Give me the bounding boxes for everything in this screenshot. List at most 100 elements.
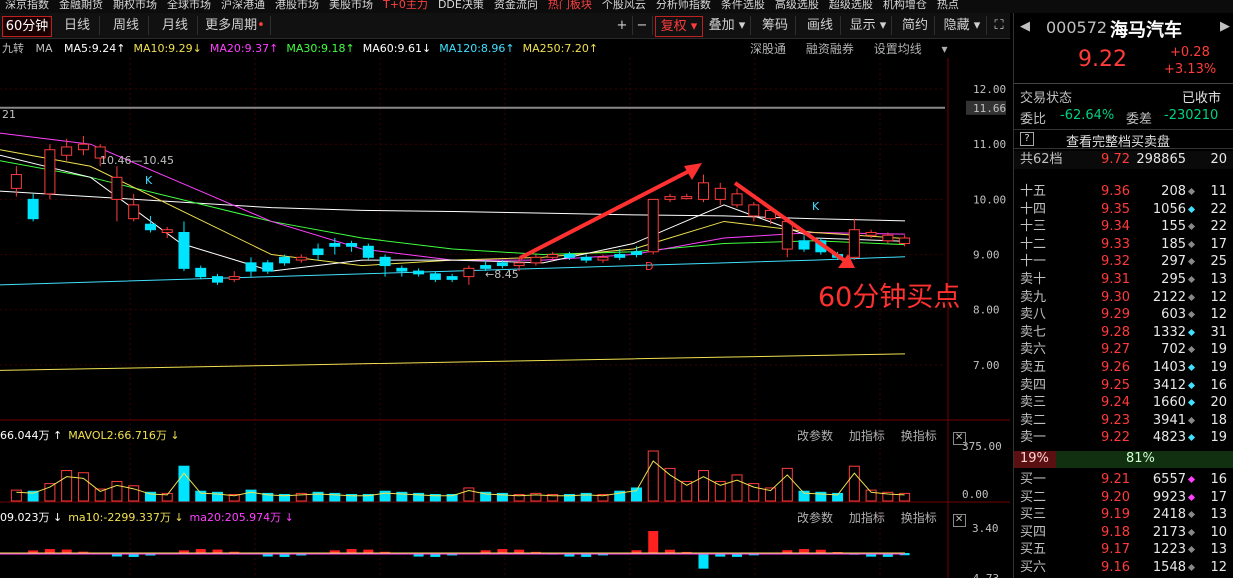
- display-button[interactable]: 显示 ▾: [845, 16, 892, 35]
- sub2-params-button[interactable]: 改参数: [797, 511, 834, 525]
- top-menu-item[interactable]: 条件选股: [720, 0, 765, 11]
- vol-close-icon[interactable]: ✕: [952, 432, 966, 445]
- prev-stock-icon[interactable]: ◀: [1020, 19, 1030, 34]
- zoom-out-button[interactable]: −: [632, 16, 653, 35]
- sell-level-row[interactable]: 卖八 9.29 603 12: [1014, 306, 1233, 324]
- sub2-switch-button[interactable]: 换指标: [900, 511, 937, 525]
- sell-level-row[interactable]: 卖七 9.28 1332 31: [1014, 324, 1233, 342]
- buy-level-row[interactable]: 买五 9.17 1223 13: [1014, 541, 1233, 559]
- sub2-axis-label: -4.73: [966, 572, 999, 578]
- level-volume: 1403: [1152, 360, 1186, 375]
- buy-level-row[interactable]: 买三 9.19 2418 13: [1014, 506, 1233, 524]
- shenguton-link[interactable]: 深股通: [750, 42, 787, 56]
- sell-level-row[interactable]: 卖五 9.26 1403 19: [1014, 359, 1233, 377]
- tab-60min[interactable]: 60分钟: [2, 16, 52, 37]
- top-menu-item[interactable]: 个股风云: [601, 0, 646, 11]
- sell-level-row[interactable]: 卖十 9.31 295 13: [1014, 271, 1233, 289]
- top-menu-item[interactable]: 资金流向: [493, 0, 538, 11]
- buy-level-row[interactable]: 买六 9.16 1548 12: [1014, 559, 1233, 577]
- buy-level-row[interactable]: 买四 9.18 2173 10: [1014, 524, 1233, 542]
- level-label: 买五: [1020, 542, 1047, 558]
- adjust-button[interactable]: 复权 ▾: [655, 16, 703, 37]
- tab-weekly[interactable]: 周线: [104, 16, 149, 35]
- top-menu-item[interactable]: 沪深港通: [221, 0, 265, 11]
- last-price: 9.22: [1078, 47, 1127, 72]
- overlay-button[interactable]: 叠加 ▾: [704, 16, 751, 35]
- price-tag: [966, 100, 1006, 115]
- sell-level-row[interactable]: 卖二 9.23 3941 18: [1014, 412, 1233, 430]
- tab-monthly[interactable]: 月线: [153, 16, 198, 35]
- level-dot-icon: [1187, 223, 1196, 231]
- top-menu-item[interactable]: 美股市场: [329, 0, 373, 11]
- top-menu-item[interactable]: 全球市场: [167, 0, 211, 11]
- top-menu-item[interactable]: 热点: [936, 0, 959, 11]
- level-price: 9.20: [1101, 489, 1130, 505]
- sub2-bar: [78, 551, 89, 553]
- volume-bar: [765, 487, 777, 502]
- sub2-bar: [631, 550, 642, 553]
- sub2-bar: [262, 553, 273, 557]
- sell-level-row[interactable]: 卖九 9.30 2122 12: [1014, 289, 1233, 307]
- hide-button[interactable]: 隐藏 ▾: [938, 16, 987, 35]
- sell-level-row[interactable]: 卖六 9.27 702 19: [1014, 341, 1233, 359]
- volume-bar: [563, 493, 575, 502]
- margin-link[interactable]: 融资融券: [805, 42, 854, 56]
- sell-level-row[interactable]: 卖一 9.22 4823 19: [1014, 429, 1233, 447]
- vol-add-button[interactable]: 加指标: [848, 429, 885, 443]
- top-menu-item[interactable]: 期权市场: [113, 0, 157, 11]
- vol-legend-item: MAVOL2:66.716万 ↓: [68, 429, 180, 442]
- level-count: 13: [1210, 272, 1227, 287]
- full-book-link[interactable]: 查看完整档买卖盘: [1066, 135, 1171, 150]
- top-menu-item[interactable]: DDE决策: [437, 0, 484, 11]
- vol-switch-button[interactable]: 换指标: [900, 429, 937, 443]
- sell-level-row[interactable]: 卖四 9.25 3412 16: [1014, 377, 1233, 395]
- top-menu-item[interactable]: 金融期货: [59, 0, 103, 11]
- top-menu-item[interactable]: 热门板块: [547, 0, 592, 11]
- help-icon[interactable]: ?: [1020, 132, 1034, 146]
- range-label: 10.46—10.45: [100, 154, 174, 167]
- level-count: 19: [1210, 342, 1227, 358]
- sell-level-row[interactable]: 十三 9.34 155 22: [1014, 218, 1233, 236]
- price-axis-label: 9.00: [973, 249, 1000, 262]
- down-arrow-head: [838, 254, 855, 268]
- price-chart[interactable]: 12.00 11.66 11.00 10.00 9.00 8.00 7.00 21 10.46—…: [0, 58, 1010, 578]
- top-menu-item[interactable]: 高级选股: [774, 0, 819, 11]
- chips-button[interactable]: 筹码: [755, 16, 796, 35]
- full-book-row[interactable]: ? 查看完整档买卖盘: [1014, 129, 1233, 150]
- sell-level-row[interactable]: 卖三 9.24 1660 20: [1014, 394, 1233, 412]
- volume-bar: [262, 492, 274, 502]
- vol-params-button[interactable]: 改参数: [797, 429, 834, 443]
- top-menu-item[interactable]: 港股市场: [275, 0, 319, 11]
- buy-level-row[interactable]: 买二 9.20 9923 17: [1014, 489, 1233, 507]
- candle-body: [346, 243, 358, 247]
- candle-body: [61, 146, 73, 156]
- expand-icon[interactable]: ⛶: [994, 18, 1004, 33]
- sub2-close-icon[interactable]: ✕: [952, 514, 966, 527]
- top-menu-item[interactable]: 深京指数: [5, 0, 49, 11]
- top-menu-item[interactable]: 分析师指数: [655, 0, 711, 11]
- level-price: 9.31: [1101, 272, 1130, 287]
- simple-button[interactable]: 简约: [896, 16, 935, 35]
- ma-legend-item: MA250:7.20↑: [522, 42, 599, 55]
- ratio-buy: 81%: [1126, 451, 1155, 466]
- sub2-add-button[interactable]: 加指标: [848, 511, 885, 525]
- next-stock-icon[interactable]: ▶: [1220, 19, 1230, 34]
- tab-daily[interactable]: 日线: [55, 16, 100, 35]
- draw-button[interactable]: 画线: [800, 16, 841, 35]
- level-label: 卖六: [1020, 342, 1047, 358]
- more-dot-icon: •: [257, 18, 265, 33]
- sell-level-row[interactable]: 十二 9.33 185 17: [1014, 236, 1233, 254]
- level-label: 卖三: [1020, 395, 1047, 411]
- overlay-label: 叠加: [708, 18, 735, 33]
- sell-level-row[interactable]: 十一 9.32 297 25: [1014, 253, 1233, 271]
- buy-level-row[interactable]: 买一 9.21 6557 16: [1014, 471, 1233, 489]
- zoom-in-button[interactable]: +: [612, 16, 633, 35]
- sell-level-row[interactable]: 十四 9.35 1056 22: [1014, 201, 1233, 219]
- top-menu-item[interactable]: 机构增仓: [882, 0, 927, 11]
- top-menu-item[interactable]: T+0主力: [383, 0, 428, 11]
- top-menu-item[interactable]: 超级选股: [828, 0, 873, 11]
- ma-settings-link[interactable]: 设置均线 ▾: [873, 42, 948, 56]
- tab-more-periods[interactable]: 更多周期•: [200, 16, 271, 35]
- level-volume: 3412: [1152, 377, 1186, 393]
- sell-level-row[interactable]: 十五 9.36 208 11: [1014, 183, 1233, 201]
